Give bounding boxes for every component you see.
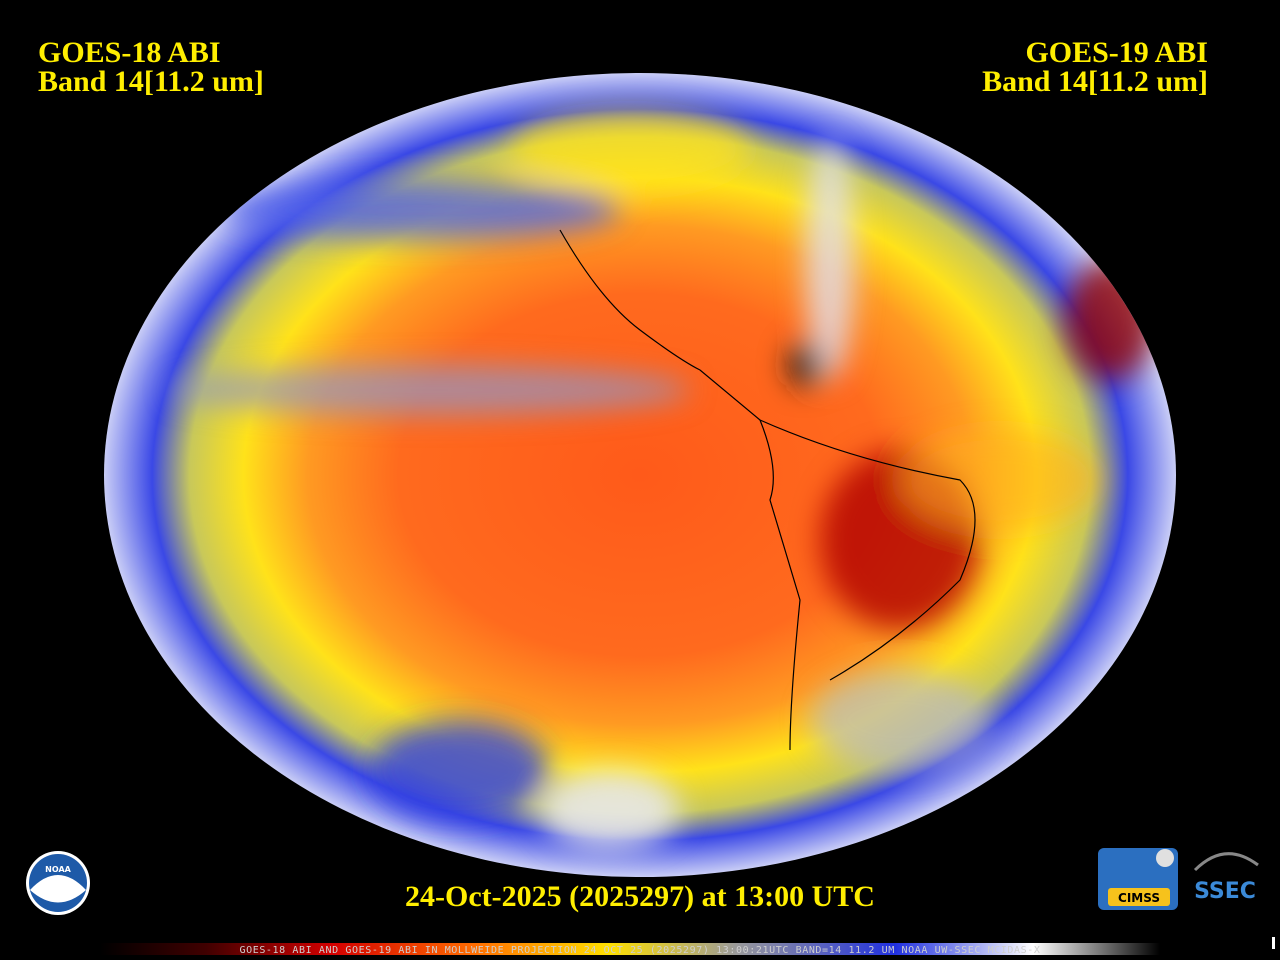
right-band: Band 14[11.2 um] [982,65,1208,98]
ssec-text: SSEC [1194,879,1256,904]
cimss-text: CIMSS [1118,891,1160,905]
left-title: GOES-18 ABI [38,36,221,69]
left-band: Band 14[11.2 um] [38,65,264,98]
cursor [1272,937,1275,949]
coastlines [559,229,976,751]
right-title: GOES-19 ABI [1025,36,1208,69]
cimss-logo: CIMSS [1098,848,1178,910]
caption: GOES-18 ABI AND GOES-19 ABI IN MOLLWEIDE… [239,945,1040,956]
timestamp: 24-Oct-2025 (2025297) at 13:00 UTC [405,880,875,913]
cloud-patterns [170,110,1155,850]
noaa-text: NOAA [45,865,71,874]
color-bar [100,943,1160,955]
noaa-logo: NOAA [26,851,90,915]
ssec-logo: SSEC [1193,852,1259,904]
